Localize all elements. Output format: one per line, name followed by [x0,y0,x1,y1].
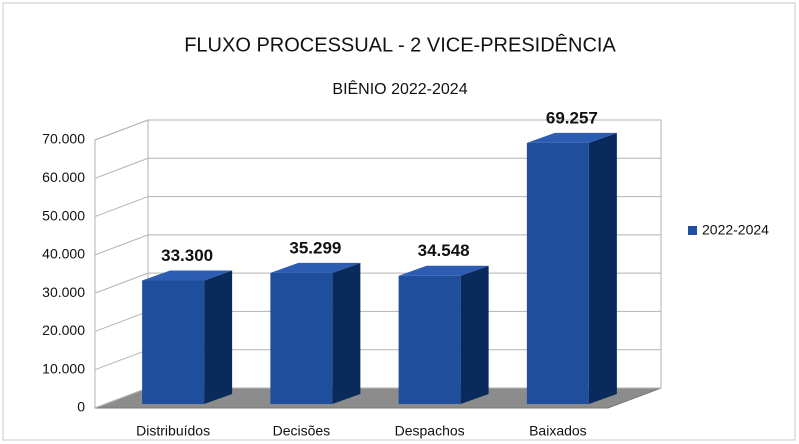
bar-front [526,142,589,404]
bar [142,270,233,404]
chart-title: FLUXO PROCESSUAL - 2 VICE-PRESIDÊNCIA [184,33,616,56]
bar-side [588,132,617,404]
bar [398,265,489,404]
bar-top [526,132,617,143]
bar-top [398,265,489,276]
data-label: 69.257 [546,108,598,127]
y-tick-label: 70.000 [42,131,85,147]
bar [270,262,361,404]
y-tick-label: 0 [77,399,85,415]
bar-top [270,262,361,273]
grid-line [94,196,661,218]
bar-side [460,265,489,404]
bar-side [204,270,233,404]
data-label: 35.299 [289,238,341,257]
grid-line [94,157,661,179]
legend-label: 2022-2024 [702,222,769,238]
grid-line [94,272,661,294]
data-label: 34.548 [418,241,470,260]
grid-line [94,234,661,256]
bar-front [142,280,205,404]
x-tick-label: Baixados [529,423,587,439]
y-tick-label: 40.000 [42,246,85,262]
x-tick-label: Despachos [395,423,465,439]
side-wall [94,119,149,409]
bar [526,132,617,404]
y-tick-label: 20.000 [42,322,85,338]
y-tick-label: 50.000 [42,207,85,223]
x-tick-label: Distribuídos [136,423,210,439]
y-tick-label: 10.000 [42,360,85,376]
y-tick-label: 60.000 [42,169,85,185]
grid-line [94,119,661,141]
bar-side [332,262,361,404]
data-label: 33.300 [161,246,213,265]
chart-subtitle: BIÊNIO 2022-2024 [332,79,467,98]
bar-front [270,272,333,404]
bar-front [398,275,461,404]
legend-swatch [688,226,697,235]
y-tick-label: 30.000 [42,284,85,300]
bar-top [142,270,233,281]
x-tick-label: Decisões [273,423,331,439]
